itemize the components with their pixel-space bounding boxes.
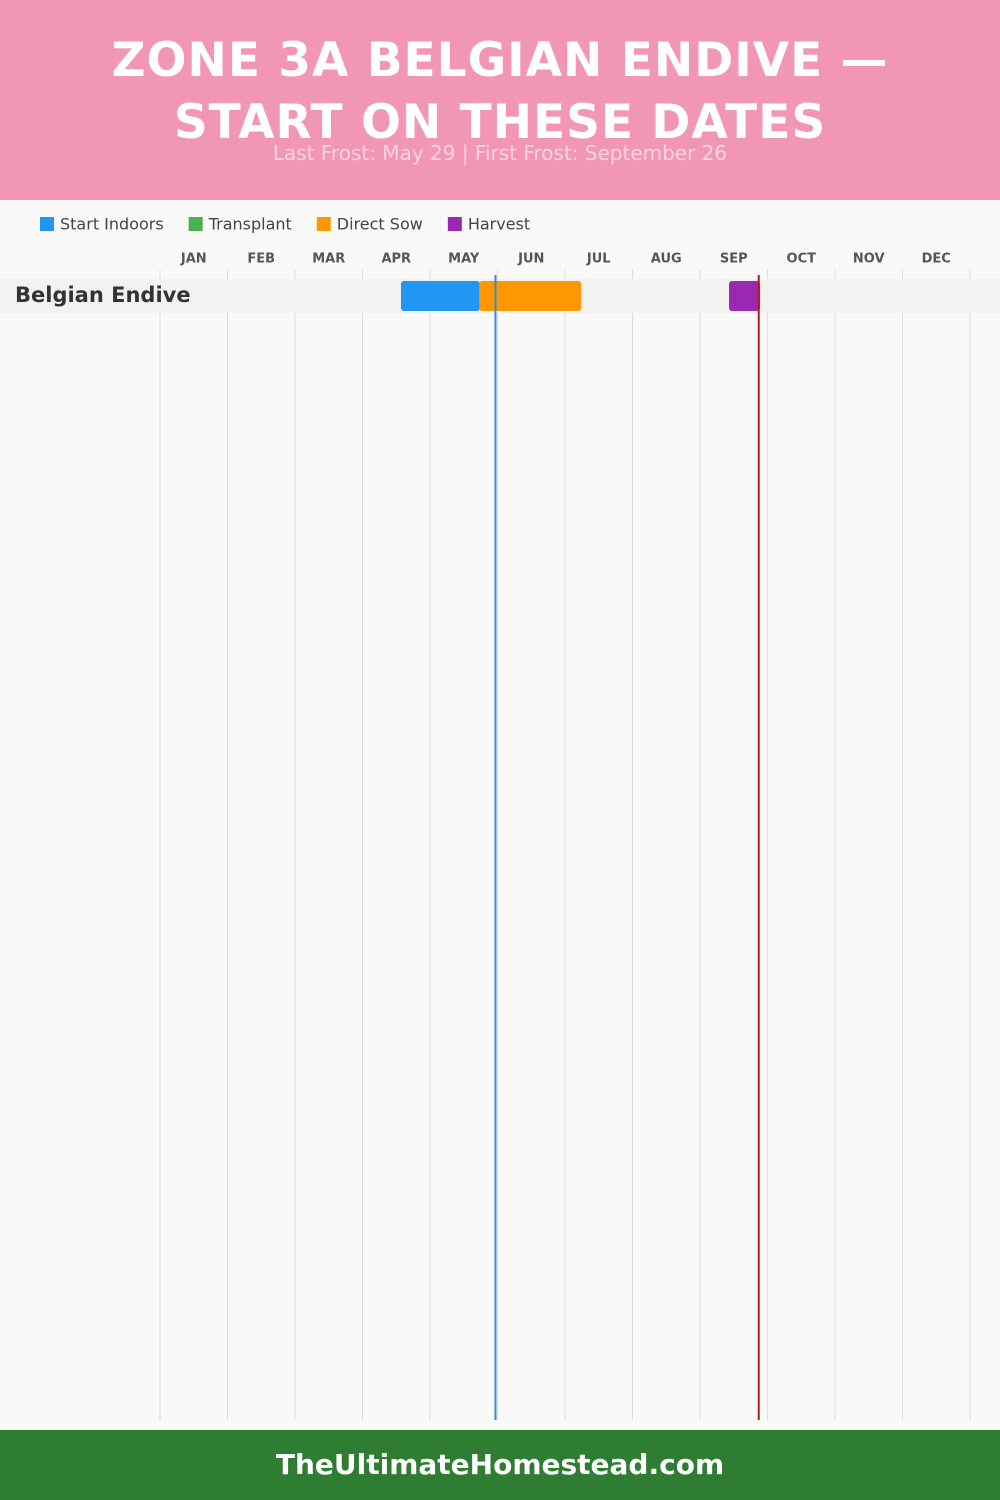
x-tick-label: AUG: [651, 252, 682, 267]
x-tick-label: JUL: [586, 252, 611, 267]
header: ZONE 3A BELGIAN ENDIVE — START ON THESE …: [0, 0, 1000, 200]
x-tick-label: OCT: [787, 252, 817, 267]
x-tick-label: DEC: [922, 252, 951, 267]
bar: [479, 281, 582, 311]
legend-label: Harvest: [468, 215, 530, 234]
x-tick-label: JUN: [517, 252, 544, 267]
row-label: Belgian Endive: [15, 283, 191, 307]
legend-label: Transplant: [208, 215, 292, 234]
x-tick-label: NOV: [853, 252, 885, 267]
x-tick-label: MAY: [448, 252, 480, 267]
legend-swatch: [447, 217, 462, 231]
legend-swatch: [188, 217, 203, 231]
x-tick-label: JAN: [180, 252, 207, 267]
x-tick-label: FEB: [247, 252, 275, 267]
legend-label: Start Indoors: [60, 215, 164, 234]
legend-swatch: [316, 217, 331, 231]
footer: TheUltimateHomestead.com: [0, 1430, 1000, 1500]
chart-subtitle: Last Frost: May 29 | First Frost: Septem…: [272, 141, 728, 165]
bar: [729, 281, 761, 311]
x-tick-label: SEP: [720, 252, 748, 267]
x-tick-label: MAR: [312, 252, 345, 267]
bar: [400, 281, 480, 311]
x-tick-label: APR: [381, 252, 411, 267]
legend-label: Direct Sow: [337, 215, 423, 234]
legend-swatch: [40, 217, 54, 231]
chart-title: ZONE 3A BELGIAN ENDIVE — START ON THESE …: [111, 33, 889, 150]
chart: Start Indoors Transplant Direct Sow Harvest…: [0, 215, 1000, 1420]
